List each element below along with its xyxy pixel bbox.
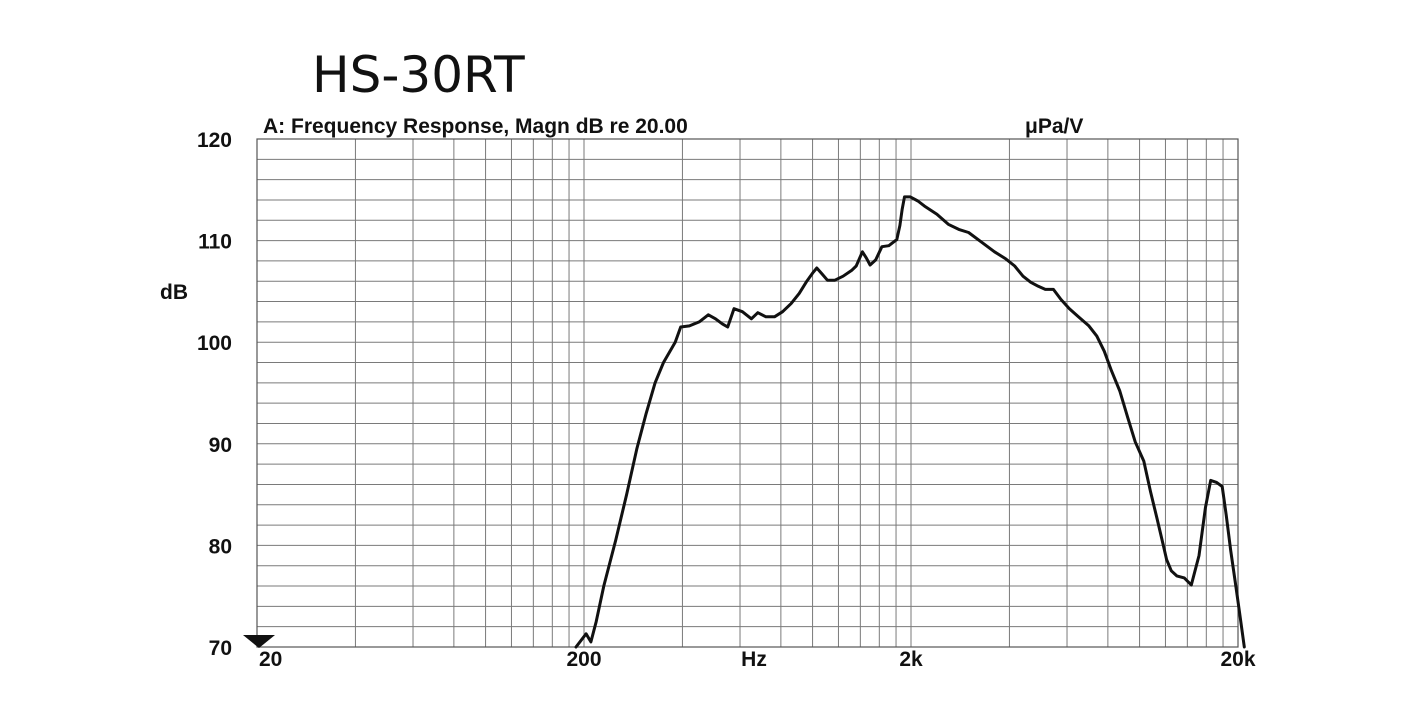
units-label: μPa/V	[1025, 115, 1083, 138]
plot-frame	[256, 138, 1239, 648]
y-axis-label: dB	[160, 281, 188, 304]
reference-marker	[243, 635, 275, 648]
axis-tick-labels: 120 110 100 90 80 70 20 200 2k 20k	[197, 129, 1256, 671]
x-tick-label: 2k	[899, 648, 923, 671]
y-tick-label: 90	[209, 434, 232, 457]
y-tick-label: 80	[209, 535, 232, 558]
y-tick-label: 100	[197, 332, 232, 355]
series-layer	[574, 195, 1246, 649]
x-axis-label: Hz	[741, 648, 767, 671]
series-line	[574, 195, 1246, 649]
x-tick-label: 20	[259, 648, 282, 671]
chart-title: A: Frequency Response, Magn dB re 20.00	[263, 115, 688, 138]
x-tick-label: 20k	[1220, 648, 1255, 671]
y-tick-label: 110	[198, 231, 232, 254]
page-title: HS-30RT	[312, 46, 525, 104]
y-tick-label: 120	[197, 129, 232, 152]
x-tick-label: 200	[566, 648, 601, 671]
y-tick-label: 70	[209, 637, 232, 660]
grid	[256, 138, 1238, 648]
